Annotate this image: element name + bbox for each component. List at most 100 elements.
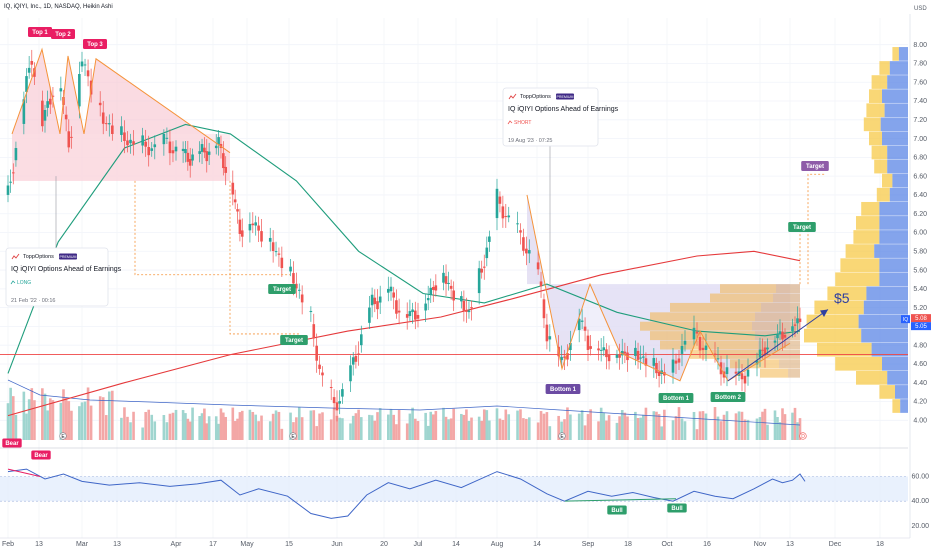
vp-bar-yellow: [817, 342, 872, 357]
candle-body: [783, 334, 787, 338]
volume-bar: [132, 411, 135, 440]
price-tick-label: 5.20: [913, 305, 927, 312]
candle-body: [184, 149, 187, 154]
candle-body: [623, 351, 627, 354]
candle-body: [698, 337, 702, 351]
volume-bar: [498, 418, 502, 440]
currency-label: USD: [914, 6, 927, 12]
volume-bar: [191, 407, 194, 440]
candle-body: [335, 402, 339, 411]
candle-body: [580, 320, 584, 322]
vp-bar-blue: [887, 75, 908, 89]
candle-body: [586, 335, 590, 350]
vp-bar-yellow: [835, 272, 880, 287]
candle-body: [545, 324, 549, 342]
price-tick-label: 7.00: [913, 136, 927, 143]
volume-bar: [181, 410, 185, 440]
tag-target-3-bg: [788, 222, 816, 232]
card-signal: SHORT: [514, 120, 531, 126]
volume-bar: [589, 409, 592, 440]
candle-body: [257, 225, 260, 231]
trend-icon: [11, 253, 20, 260]
candle-body: [111, 125, 114, 134]
price-target-text: $5: [834, 290, 850, 306]
rsi-pane: Bear Bear Bull Bull 20.00 40.00 60.00: [0, 438, 929, 530]
candle-body: [205, 151, 209, 162]
candle-body: [701, 347, 705, 351]
vp-inner-yellow: [650, 312, 755, 322]
volume-bar: [351, 415, 355, 440]
price-tick-label: 4.00: [913, 418, 927, 425]
candle-body: [351, 357, 355, 365]
pattern-tags[interactable]: Top 1 Top 2 Top 3 Bottom 1 Bottom 1 Bottom 2 T…: [28, 27, 829, 440]
volume-bar: [64, 397, 68, 440]
volume-bar: [569, 414, 572, 440]
candle-body: [480, 268, 484, 273]
candle-body: [766, 347, 769, 350]
vp-bar-blue: [874, 244, 908, 258]
volume-bar: [743, 419, 747, 440]
volume-bar: [144, 411, 147, 440]
vp-bar-yellow: [845, 244, 875, 258]
target-projection-2: [229, 180, 300, 335]
candle-body: [217, 137, 220, 145]
volume-bar: [447, 419, 450, 440]
idea-cards[interactable]: ToppOptions PREMIUM IQ iQIYI Options Ahead…: [5, 87, 619, 307]
time-tick-label: May: [240, 541, 254, 548]
candle-body: [566, 353, 569, 360]
tag-target-1: Target: [273, 287, 291, 293]
volume-bar: [607, 415, 611, 440]
candle-body: [357, 353, 360, 355]
candle-body: [254, 222, 258, 226]
vp-bar-blue: [884, 103, 908, 118]
volume-bar: [482, 409, 486, 440]
candle-body: [271, 242, 275, 252]
vp-bar-yellow: [879, 385, 895, 399]
candle-body: [64, 114, 68, 120]
volume-bar: [312, 410, 316, 440]
vp-bar-blue: [898, 47, 908, 61]
volume-bar: [349, 423, 352, 440]
tag-bottom-2-bg: [710, 392, 746, 402]
candle-body: [392, 292, 395, 298]
time-axis[interactable]: Feb 13 Mar 13 Apr 17 May 15 Jun 20 Jul 14 Aug 14 Sep 18…: [0, 537, 910, 548]
volume-bar: [338, 417, 341, 440]
candle-body: [171, 150, 175, 154]
candle-body: [260, 231, 263, 242]
volume-bar: [408, 413, 412, 440]
volume-bar: [111, 390, 114, 440]
volume-bar: [766, 424, 769, 440]
vp-bar-yellow: [871, 145, 888, 160]
time-tick-label: 17: [209, 541, 217, 548]
candle-body: [231, 182, 235, 195]
candle-body: [657, 371, 661, 376]
volume-bar: [141, 427, 144, 440]
earnings-marker-E: E: [61, 434, 65, 440]
candle-body: [27, 67, 31, 73]
candle-body: [70, 136, 73, 138]
price-tick-label: 5.60: [913, 267, 927, 274]
candle-body: [297, 289, 301, 291]
volume-bar: [563, 419, 566, 440]
volume-bar: [525, 418, 528, 440]
candle-body: [542, 299, 546, 319]
volume-bar: [716, 416, 720, 440]
vp-bar-yellow: [874, 159, 888, 174]
time-tick-label: 15: [285, 541, 293, 548]
earnings-marker-bg: [558, 432, 566, 440]
candle-body: [548, 336, 552, 340]
candle-body: [416, 314, 420, 319]
volume-bar: [758, 417, 762, 440]
volume-bar: [652, 411, 656, 440]
candle-body: [577, 318, 581, 330]
vp-bar-blue: [861, 328, 908, 343]
candle-body: [434, 285, 438, 291]
vp-inner-brown: [761, 302, 800, 312]
candle-body: [429, 287, 433, 295]
price-axis[interactable]: 4.00 4.20 4.40 4.60 4.80 5.20 5.40 5.60 5.80 6.00…: [901, 14, 931, 538]
price-tick-label: 5.80: [913, 248, 927, 255]
volume-bar: [798, 418, 802, 440]
volume-bar: [295, 417, 298, 440]
symbol-tag: IQ: [903, 317, 908, 323]
